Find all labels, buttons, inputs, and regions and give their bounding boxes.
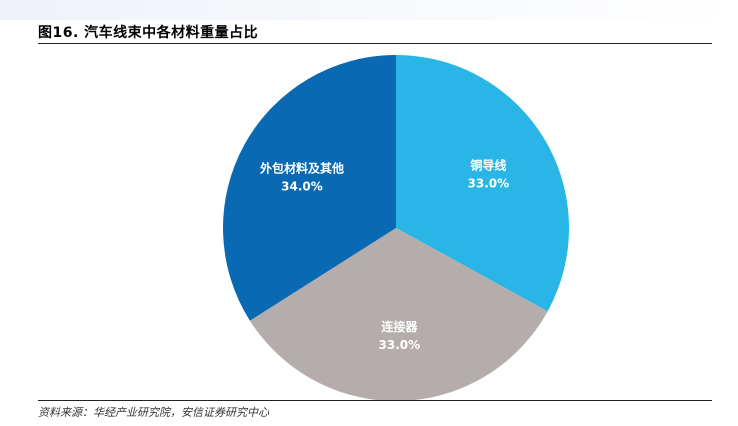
pie-slice xyxy=(222,55,396,321)
slice-value-label: 34.0% xyxy=(281,179,323,193)
slice-value-label: 33.0% xyxy=(379,338,421,352)
source-note: 资料来源：华经产业研究院，安信证券研究中心 xyxy=(38,406,269,419)
slice-value-label: 33.0% xyxy=(468,176,510,190)
slice-label: 外包材料及其他 xyxy=(260,160,344,175)
pie-slice xyxy=(249,228,548,401)
header-band xyxy=(0,0,738,20)
source-divider xyxy=(38,400,712,401)
slice-label: 铜导线 xyxy=(470,157,506,172)
slice-label: 连接器 xyxy=(381,319,418,334)
title-divider xyxy=(38,43,712,44)
pie-slice xyxy=(396,55,569,312)
figure-title: 图16. 汽车线束中各材料重量占比 xyxy=(38,25,259,41)
